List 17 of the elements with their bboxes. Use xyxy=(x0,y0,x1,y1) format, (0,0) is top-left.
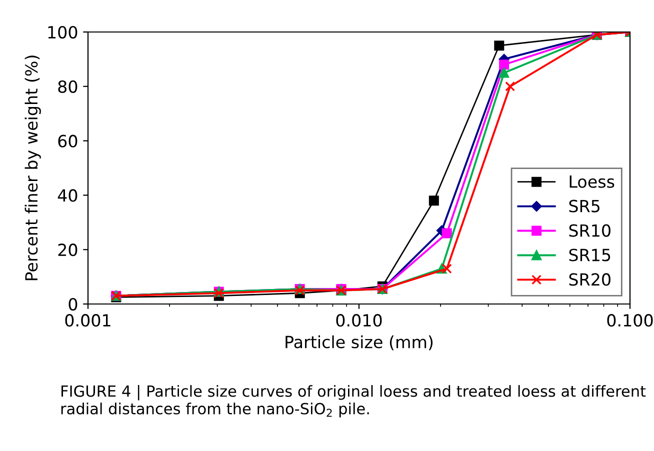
y-tick-label: 0 xyxy=(68,298,78,311)
x-tick-label: 0.001 xyxy=(65,314,110,327)
y-tick-label: 60 xyxy=(58,134,78,148)
caption: FIGURE 4 | Particle size curves of original loess and treated loess at different radial distances from the nano-SiO$_{2}$ pile. xyxy=(61,385,646,418)
legend-label: SR10 xyxy=(569,224,610,237)
x-tick-label: 0.100 xyxy=(607,314,653,327)
x-tick-label: 0.010 xyxy=(336,314,382,327)
legend-label: SR15 xyxy=(569,248,610,262)
x-axis-title: Particle size (mm) xyxy=(286,335,433,350)
y-axis-title: Percent finer by weight (%) xyxy=(24,56,41,280)
y-tick-label: 100 xyxy=(48,26,78,39)
legend-label: SR20 xyxy=(569,273,610,286)
y-tick-label: 40 xyxy=(58,189,78,202)
legend-label: SR5 xyxy=(569,200,600,212)
y-tick-label: 80 xyxy=(58,80,78,93)
y-tick-label: 20 xyxy=(58,244,78,256)
legend-label: Loess xyxy=(570,176,614,188)
